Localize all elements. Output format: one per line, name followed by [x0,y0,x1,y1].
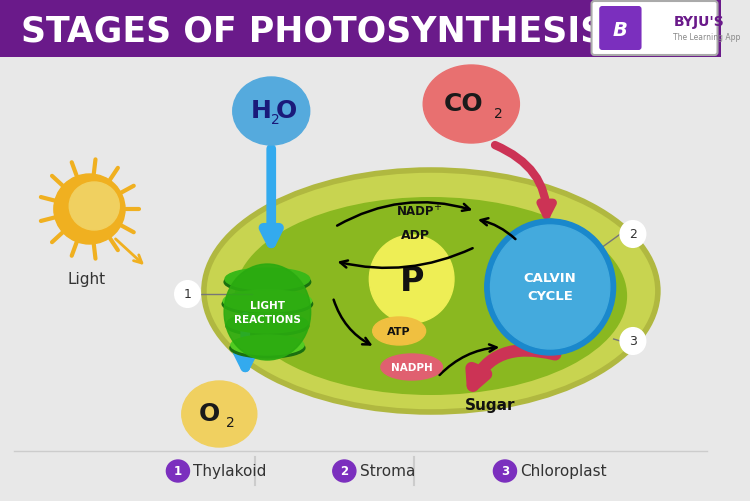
Ellipse shape [182,381,256,447]
Circle shape [620,221,646,247]
Ellipse shape [373,317,425,345]
Ellipse shape [224,272,310,294]
Ellipse shape [227,313,308,333]
Text: Stroma: Stroma [360,463,415,478]
Text: 1: 1 [174,464,182,477]
Text: 3: 3 [629,335,637,348]
Ellipse shape [224,291,312,313]
Ellipse shape [166,460,190,482]
Ellipse shape [226,316,309,336]
Ellipse shape [494,460,517,482]
Text: P: P [400,265,424,298]
FancyArrowPatch shape [481,219,515,239]
FancyArrowPatch shape [495,146,553,215]
Text: Sugar: Sugar [465,397,516,412]
Text: +: + [433,201,441,211]
Ellipse shape [224,265,310,360]
Text: NADPH: NADPH [391,362,433,372]
Text: ATP: ATP [387,326,411,336]
Ellipse shape [333,460,356,482]
Text: 2: 2 [226,415,236,429]
FancyArrowPatch shape [340,248,472,269]
Text: Thylakoid: Thylakoid [194,463,267,478]
Circle shape [484,219,616,355]
Text: H: H [251,99,272,123]
Ellipse shape [225,269,310,291]
Ellipse shape [69,183,119,230]
Text: 2: 2 [494,107,502,121]
FancyBboxPatch shape [599,7,641,51]
FancyBboxPatch shape [0,0,722,58]
Ellipse shape [423,66,520,144]
Circle shape [620,328,646,354]
Circle shape [369,235,454,323]
Text: O: O [199,401,220,425]
Text: The Learning App: The Learning App [674,33,741,42]
Text: 2: 2 [629,228,637,241]
Text: CO: CO [444,92,484,116]
Ellipse shape [222,294,313,315]
Text: Light: Light [68,272,106,287]
Ellipse shape [232,78,310,146]
FancyBboxPatch shape [592,2,718,56]
Text: LIGHT
REACTIONS: LIGHT REACTIONS [234,301,301,324]
FancyArrowPatch shape [472,351,555,386]
Text: STAGES OF PHOTOSYNTHESIS: STAGES OF PHOTOSYNTHESIS [21,15,605,49]
Ellipse shape [381,354,442,380]
Ellipse shape [204,171,658,412]
FancyArrowPatch shape [338,203,470,226]
FancyArrowPatch shape [440,345,497,375]
Circle shape [490,225,610,349]
Ellipse shape [231,335,304,355]
Text: O: O [276,99,297,123]
FancyArrowPatch shape [334,300,370,345]
Text: ADP: ADP [401,229,430,242]
Circle shape [175,282,200,308]
Text: Chloroplast: Chloroplast [520,463,607,478]
Text: B: B [613,21,628,40]
Text: BYJU'S: BYJU'S [674,15,724,29]
Text: 2: 2 [271,113,280,127]
Text: 3: 3 [501,464,509,477]
Text: NADP: NADP [397,205,434,218]
Text: 1: 1 [184,288,191,301]
Ellipse shape [230,338,305,358]
Ellipse shape [54,175,125,244]
Text: CALVIN
CYCLE: CALVIN CYCLE [524,272,577,303]
Ellipse shape [235,197,627,395]
Text: 2: 2 [340,464,349,477]
